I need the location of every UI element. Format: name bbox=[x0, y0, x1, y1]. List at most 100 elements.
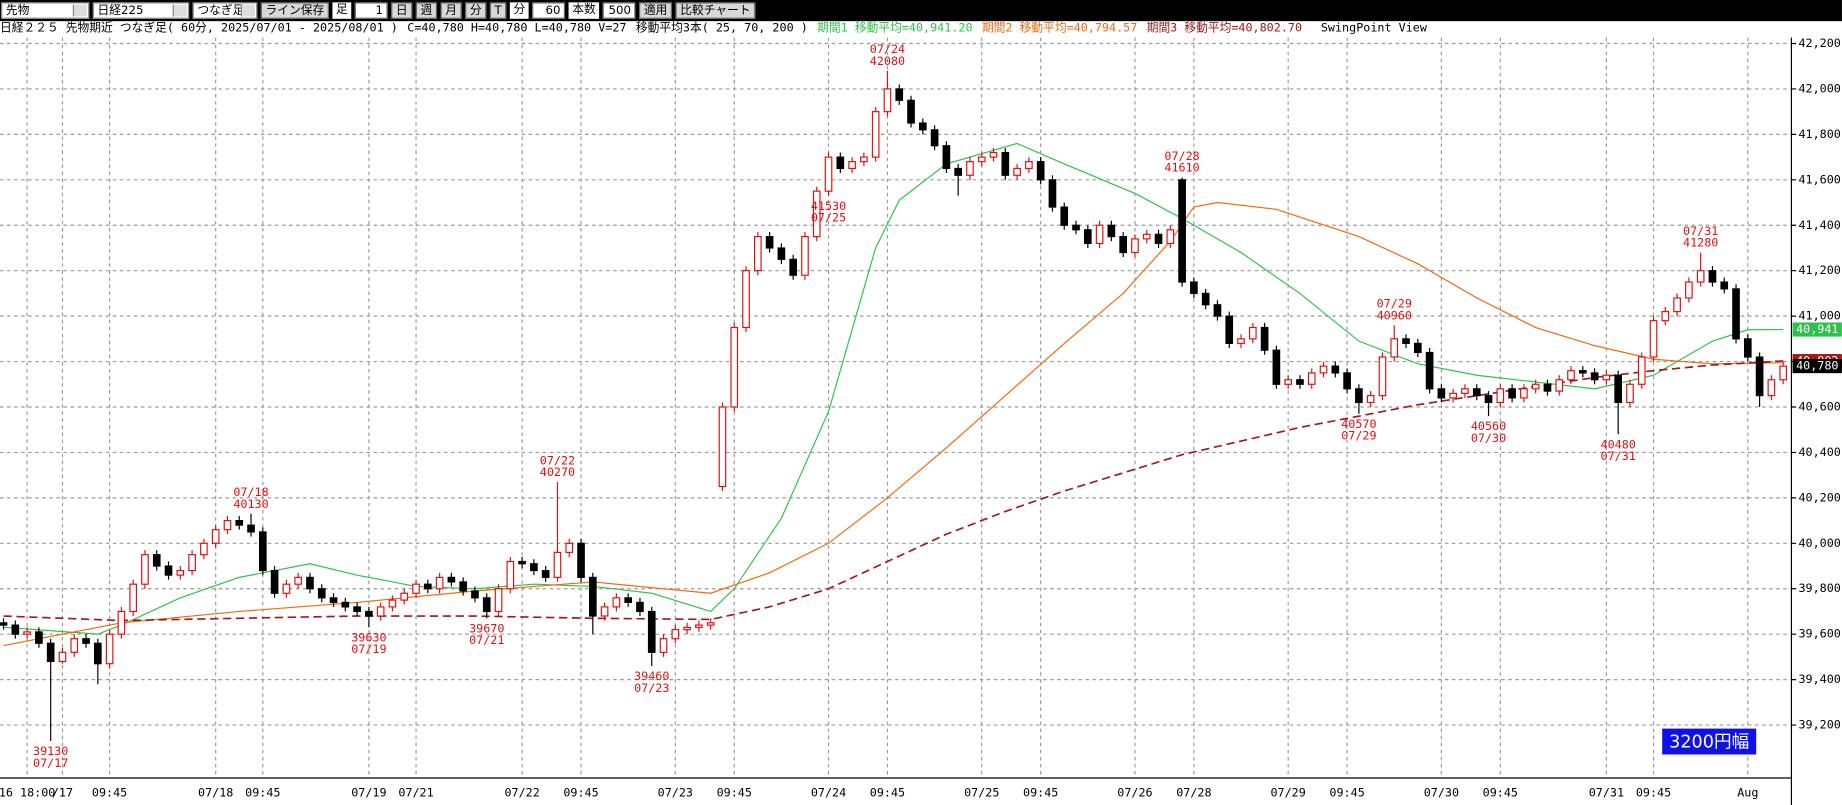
candle-body bbox=[1378, 356, 1387, 397]
bar-input[interactable]: 1 bbox=[354, 2, 388, 19]
candle-body bbox=[1319, 365, 1328, 374]
candle-body bbox=[82, 638, 90, 644]
month-button[interactable]: 月 bbox=[440, 2, 462, 19]
candle-body bbox=[565, 542, 574, 553]
x-tick-label: 09:45 bbox=[1023, 786, 1058, 800]
candle-body bbox=[1708, 270, 1717, 283]
candle-body bbox=[1767, 379, 1776, 397]
candle-body bbox=[129, 583, 138, 613]
candle-body bbox=[365, 610, 373, 617]
y-tick-label: 41,200 bbox=[1798, 263, 1840, 277]
x-tick-label: 16 18:00 bbox=[0, 786, 55, 800]
market-select[interactable]: 先物 bbox=[1, 2, 90, 19]
candle-body bbox=[70, 638, 79, 653]
candle-body bbox=[1720, 281, 1729, 290]
price-tag-label: 40,941 bbox=[1796, 322, 1838, 336]
x-tick-label: 09:45 bbox=[1636, 786, 1671, 800]
candle-body bbox=[1402, 338, 1410, 344]
candle-body bbox=[93, 642, 102, 665]
candle-body bbox=[306, 576, 314, 590]
x-tick-label: Aug bbox=[1737, 786, 1758, 800]
candle-body bbox=[1083, 229, 1092, 245]
y-tick-label: 40,200 bbox=[1798, 490, 1840, 504]
candle-body bbox=[1142, 233, 1151, 240]
candle-body bbox=[1449, 392, 1457, 399]
moving-average-line bbox=[3, 201, 1784, 647]
candle-body bbox=[1343, 372, 1351, 390]
candle-body bbox=[624, 597, 633, 603]
y-tick-label: 39,400 bbox=[1798, 672, 1840, 686]
x-tick-label: 09:45 bbox=[870, 786, 905, 800]
candle-body bbox=[1001, 151, 1010, 176]
symbol-select[interactable]: 日経225 bbox=[92, 2, 190, 19]
candle-body bbox=[282, 583, 291, 594]
week-button[interactable]: 週 bbox=[415, 2, 437, 19]
candle-body bbox=[588, 576, 597, 617]
ma-legend: 期間1 移動平均=40,941.20 期間2 移動平均=40,794.57 期間3 … bbox=[817, 22, 1311, 35]
candle-body bbox=[1531, 383, 1540, 390]
x-tick-label: 09:45 bbox=[717, 786, 752, 800]
candle-body bbox=[1602, 374, 1611, 381]
candle-body bbox=[742, 270, 750, 329]
candle-body bbox=[1520, 388, 1528, 399]
candle-body bbox=[954, 167, 963, 176]
x-tick-label: 07/29 bbox=[1271, 786, 1306, 800]
minute-button[interactable]: 分 bbox=[465, 2, 487, 19]
candle-body bbox=[577, 542, 585, 578]
legend-entry: 期間3 移動平均=40,802.70 bbox=[1146, 22, 1303, 36]
count-input[interactable]: 500 bbox=[602, 2, 636, 19]
swing-date: 07/31 bbox=[1683, 224, 1718, 238]
price-tag bbox=[1792, 322, 1842, 337]
tick-button[interactable]: T bbox=[489, 2, 507, 19]
candle-body bbox=[258, 531, 267, 572]
day-button[interactable]: 日 bbox=[391, 2, 413, 19]
candle-body bbox=[695, 624, 703, 628]
x-tick-label: 07/31 bbox=[1589, 786, 1624, 800]
range-badge: 3200円幅 bbox=[1662, 728, 1757, 755]
candle-body bbox=[1366, 395, 1375, 404]
candle-body bbox=[376, 606, 385, 617]
save-lines-button[interactable]: ライン保存 bbox=[260, 2, 329, 19]
swing-date: 07/24 bbox=[870, 42, 905, 56]
candle-body bbox=[1743, 338, 1752, 358]
candle-body bbox=[777, 247, 786, 260]
candle-body bbox=[1543, 383, 1552, 392]
candle-body bbox=[1013, 167, 1021, 176]
x-tick-label: 09:45 bbox=[1329, 786, 1364, 800]
info-line: 日経２２５ 先物期近 つなぎ足( 60分, 2025/07/01 - 2025/… bbox=[0, 21, 1842, 37]
candle-body bbox=[141, 554, 149, 585]
candle-body bbox=[1779, 365, 1787, 381]
series-select[interactable]: つなぎ足 bbox=[192, 2, 258, 19]
swing-price: 41280 bbox=[1683, 236, 1718, 250]
candle-body bbox=[966, 161, 974, 176]
candle-body bbox=[1696, 270, 1705, 283]
candle-body bbox=[848, 161, 856, 170]
legend-entry: 期間1 移動平均=40,941.20 bbox=[817, 22, 973, 36]
swing-date: 07/23 bbox=[634, 681, 669, 695]
candle-body bbox=[1614, 374, 1622, 404]
candle-body bbox=[1060, 206, 1069, 226]
price-tag bbox=[1792, 359, 1842, 374]
compare-chart-button[interactable]: 比較チャート bbox=[675, 2, 756, 19]
apply-button[interactable]: 適用 bbox=[639, 2, 673, 19]
x-tick-label: 07/19 bbox=[351, 786, 386, 800]
swing-price: 40130 bbox=[233, 497, 268, 511]
candle-body bbox=[1425, 351, 1434, 390]
candle-body bbox=[1755, 356, 1764, 397]
candle-body bbox=[247, 524, 255, 533]
x-tick-label: 07/23 bbox=[658, 786, 693, 800]
count-label: 本数 bbox=[568, 2, 600, 19]
candle-body bbox=[977, 156, 986, 163]
candle-body bbox=[1649, 320, 1658, 358]
candle-body bbox=[812, 190, 821, 238]
x-tick-label: 07/30 bbox=[1424, 786, 1459, 800]
candle-body bbox=[176, 569, 185, 576]
minute-input[interactable]: 60 bbox=[532, 2, 566, 19]
candle-body bbox=[1131, 238, 1139, 254]
minute-label: 分 bbox=[509, 2, 529, 19]
legend-entry: 期間2 移動平均=40,794.57 bbox=[981, 22, 1138, 36]
candle-body bbox=[294, 576, 303, 585]
candle-body bbox=[1166, 229, 1175, 245]
candle-body bbox=[1461, 388, 1469, 394]
